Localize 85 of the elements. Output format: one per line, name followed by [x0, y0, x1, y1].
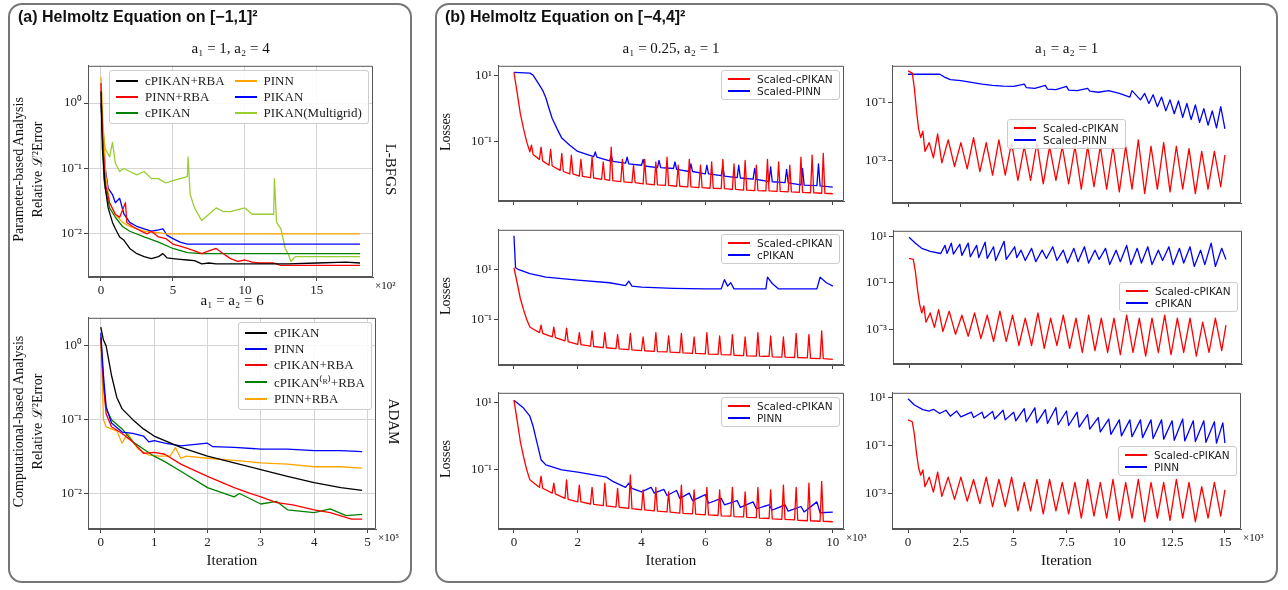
- y-axis-title: Losses: [438, 276, 455, 315]
- legend-label: PIKAN: [263, 88, 304, 105]
- legend-label: Scaled-cPIKAN: [1155, 285, 1231, 298]
- y-tick-label: 10¹: [475, 261, 493, 277]
- x-tick-label: 12.5: [1160, 534, 1184, 550]
- y-axis-title: Computational-based Analysis Relative ℒ²Error: [10, 335, 46, 508]
- legend-label: PINN+RBA: [274, 390, 339, 407]
- x-axis-title: Iteration: [645, 552, 697, 569]
- x-tick-label: 5: [169, 282, 177, 298]
- x-tick-label: 15: [310, 282, 324, 298]
- y-tick-label: 10¹: [870, 227, 888, 243]
- x-axis-title: Iteration: [1041, 552, 1092, 569]
- x-axis-title: Iteration: [206, 552, 258, 569]
- legend-label: PINN: [757, 411, 783, 424]
- legend-label: Scaled-PINN: [757, 84, 821, 97]
- x-tick-label: 5: [1010, 534, 1017, 550]
- y-tick-label: 10⁻¹: [471, 310, 493, 326]
- x-tick-label: 0: [510, 534, 518, 550]
- y-tick-label: 10⁰: [64, 94, 82, 110]
- y-tick-label: 10⁻²: [61, 484, 83, 500]
- legend-label: Scaled-cPIKAN: [757, 399, 833, 412]
- x-tick-label: 0: [97, 534, 105, 550]
- chart-subtitle: a₁ = 0.25, a₂ = 1: [622, 40, 720, 57]
- text: ×10³: [846, 531, 867, 543]
- y-axis-title: Losses: [438, 112, 455, 151]
- legend-label: Scaled-PINN: [1043, 134, 1107, 147]
- x-tick-label: 6: [702, 534, 710, 550]
- legend-label: cPIKAN⁽ᴿ⁾+RBA: [274, 373, 365, 391]
- y-tick-label: 10⁻¹: [866, 274, 888, 290]
- y-tick-label: 10⁻³: [866, 320, 888, 336]
- x-tick-label: 3: [257, 534, 265, 550]
- x-tick-label: 1: [150, 534, 158, 550]
- legend-label: PINN: [263, 72, 294, 89]
- legend-label: PINN+RBA: [145, 88, 210, 105]
- x-tick-label: 2.5: [952, 534, 969, 550]
- y-tick-label: 10¹: [869, 389, 887, 405]
- chart-title: (a) Helmoltz Equation on [−1,1]²: [18, 8, 258, 26]
- x-tick-label: 10: [238, 282, 252, 298]
- x-tick-label: 15: [1218, 534, 1232, 550]
- legend-label: cPIKAN+RBA: [274, 356, 354, 373]
- y-tick-label: 10⁻¹: [471, 133, 493, 149]
- legend-label: PINN: [274, 340, 305, 357]
- text: L-BFGS: [382, 143, 400, 196]
- y-axis-title: Parameter-based Analysis Relative ℒ²Error: [10, 97, 46, 242]
- legend-label: Scaled-cPIKAN: [1043, 122, 1119, 135]
- y-tick-label: 10⁻³: [865, 485, 887, 501]
- legend-label: Scaled-cPIKAN: [757, 236, 833, 249]
- y-tick-label: 10⁻²: [61, 225, 83, 241]
- y-tick-label: 10⁰: [64, 337, 82, 353]
- text: ×10⁵: [378, 531, 400, 543]
- x-tick-label: 10: [1112, 534, 1126, 550]
- legend-label: cPIKAN: [1155, 297, 1192, 310]
- x-tick-label: 0: [97, 282, 105, 298]
- x-tick-label: 8: [765, 534, 773, 550]
- y-tick-label: 10¹: [475, 66, 493, 82]
- chart-subtitle: a₁ = 1, a₂ = 4: [191, 40, 270, 57]
- legend-label: cPIKAN: [757, 248, 794, 261]
- legend-label: PINN: [1154, 460, 1180, 473]
- text: ADAM: [385, 398, 403, 445]
- x-tick-label: 4: [310, 534, 318, 550]
- legend-label: Scaled-cPIKAN: [1154, 448, 1230, 461]
- x-tick-label: 7.5: [1058, 534, 1075, 550]
- x-tick-label: 4: [638, 534, 646, 550]
- x-tick-label: 0: [904, 534, 912, 550]
- y-tick-label: 10⁻¹: [471, 461, 493, 477]
- y-tick-label: 10⁻¹: [61, 411, 83, 427]
- text: ×10²: [375, 279, 396, 291]
- legend-label: cPIKAN+RBA: [145, 72, 225, 89]
- x-tick-label: 2: [204, 534, 211, 550]
- y-tick-label: 10¹: [475, 394, 493, 410]
- y-tick-label: 10⁻³: [865, 151, 887, 167]
- y-tick-label: 10⁻¹: [865, 437, 887, 453]
- x-tick-label: 10: [826, 534, 840, 550]
- legend-label: Scaled-cPIKAN: [757, 72, 833, 85]
- text: ×10³: [1243, 531, 1264, 543]
- x-tick-label: 2: [574, 534, 581, 550]
- legend-label: PIKAN(Multigrid): [263, 104, 362, 121]
- x-tick-label: 5: [364, 534, 371, 550]
- legend-label: cPIKAN: [145, 104, 191, 121]
- legend-label: cPIKAN: [274, 324, 320, 341]
- chart-title: (b) Helmoltz Equation on [−4,4]²: [445, 8, 686, 26]
- y-tick-label: 10⁻¹: [865, 93, 887, 109]
- y-axis-title: Losses: [438, 439, 455, 479]
- chart-subtitle: a₁ = a₂ = 1: [1035, 40, 1099, 57]
- y-tick-label: 10⁻¹: [61, 159, 83, 175]
